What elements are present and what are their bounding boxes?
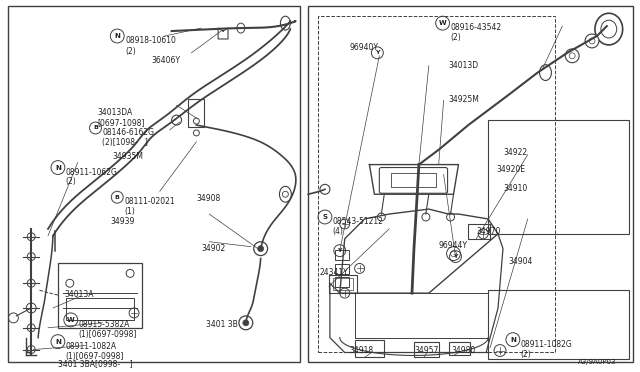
Bar xyxy=(414,341,438,357)
Text: N: N xyxy=(55,339,61,344)
Text: A3/9A0P03: A3/9A0P03 xyxy=(578,359,617,365)
Text: 3401 3B: 3401 3B xyxy=(206,320,238,329)
Circle shape xyxy=(28,346,35,353)
Circle shape xyxy=(253,242,268,256)
Text: 08918-10610: 08918-10610 xyxy=(125,36,176,45)
Text: 34980: 34980 xyxy=(452,346,476,355)
Text: 34970: 34970 xyxy=(476,227,500,236)
Text: 96944Y: 96944Y xyxy=(438,241,468,250)
Text: 08146-6162G: 08146-6162G xyxy=(102,128,154,137)
Text: (1)[0697-0998]: (1)[0697-0998] xyxy=(79,330,137,339)
Bar xyxy=(58,263,142,328)
Text: 34904: 34904 xyxy=(508,257,532,266)
Circle shape xyxy=(28,233,35,241)
Text: Y: Y xyxy=(337,248,342,253)
Text: 96940Y: 96940Y xyxy=(349,43,379,52)
Text: 34918: 34918 xyxy=(349,346,374,355)
Text: 24341Y: 24341Y xyxy=(320,269,349,278)
Text: W: W xyxy=(67,317,75,323)
Text: 36406Y: 36406Y xyxy=(152,56,181,65)
Text: B: B xyxy=(115,195,120,200)
Text: (2): (2) xyxy=(451,33,461,42)
Bar xyxy=(335,278,349,287)
Text: 08911-1082G: 08911-1082G xyxy=(521,340,573,349)
Text: 08911-1082A: 08911-1082A xyxy=(66,341,117,351)
Text: S: S xyxy=(323,214,328,220)
Text: Y: Y xyxy=(375,50,380,55)
Bar xyxy=(355,340,384,357)
Text: [0697-1098]: [0697-1098] xyxy=(97,118,145,127)
Text: (1): (1) xyxy=(124,207,135,216)
Text: 08111-02021: 08111-02021 xyxy=(124,197,175,206)
Text: 34920E: 34920E xyxy=(496,164,525,174)
Circle shape xyxy=(193,130,199,136)
Text: 08911-1062G: 08911-1062G xyxy=(66,167,118,177)
Bar xyxy=(8,6,300,362)
Text: 34935M: 34935M xyxy=(112,152,143,161)
Circle shape xyxy=(565,49,579,63)
Bar xyxy=(449,341,470,356)
Circle shape xyxy=(28,304,35,312)
Text: 08915-5382A: 08915-5382A xyxy=(79,320,130,329)
Bar xyxy=(335,250,349,260)
Circle shape xyxy=(378,213,385,221)
Text: N: N xyxy=(510,337,516,343)
Text: 34013DA: 34013DA xyxy=(97,108,132,117)
Text: 08916-43542: 08916-43542 xyxy=(451,23,502,32)
Circle shape xyxy=(447,213,454,221)
Bar xyxy=(318,16,556,353)
Bar xyxy=(188,99,204,127)
Circle shape xyxy=(172,115,182,125)
Text: N: N xyxy=(55,164,61,170)
Bar xyxy=(333,278,353,290)
Circle shape xyxy=(239,316,253,330)
Circle shape xyxy=(447,247,460,260)
Text: 34925M: 34925M xyxy=(449,95,479,105)
Bar xyxy=(335,264,349,275)
Text: 34902: 34902 xyxy=(202,244,225,253)
Circle shape xyxy=(258,246,264,251)
Bar xyxy=(66,298,134,320)
Bar xyxy=(308,6,632,362)
Text: (2): (2) xyxy=(125,47,136,56)
Text: 3401 3BA[0998-    ]: 3401 3BA[0998- ] xyxy=(58,359,132,368)
Text: (4): (4) xyxy=(333,227,344,236)
Circle shape xyxy=(320,185,330,194)
Circle shape xyxy=(422,213,430,221)
Text: (2): (2) xyxy=(521,350,532,359)
Text: 08543-51212: 08543-51212 xyxy=(333,217,384,226)
Text: B: B xyxy=(93,125,98,131)
Text: Y: Y xyxy=(453,254,458,259)
Circle shape xyxy=(26,303,36,313)
Circle shape xyxy=(28,279,35,287)
Circle shape xyxy=(585,34,599,48)
Bar xyxy=(468,224,490,239)
Bar xyxy=(488,290,628,359)
Bar xyxy=(329,275,356,293)
Text: 34910: 34910 xyxy=(503,185,527,193)
Text: 34957: 34957 xyxy=(414,346,438,355)
Text: (1)[0697-0998]: (1)[0697-0998] xyxy=(66,352,124,360)
Circle shape xyxy=(66,279,74,287)
Text: (2): (2) xyxy=(66,177,77,186)
Circle shape xyxy=(126,269,134,278)
Text: 34908: 34908 xyxy=(196,194,221,203)
Circle shape xyxy=(282,191,289,197)
Text: 34013D: 34013D xyxy=(449,61,479,70)
Text: 34922: 34922 xyxy=(503,148,527,157)
Circle shape xyxy=(193,118,199,124)
Text: 34939: 34939 xyxy=(110,217,134,226)
Circle shape xyxy=(28,324,35,332)
Circle shape xyxy=(243,320,249,326)
Bar xyxy=(488,120,628,234)
Bar xyxy=(391,173,436,187)
Text: 34013A: 34013A xyxy=(65,290,94,299)
Circle shape xyxy=(28,253,35,260)
Text: W: W xyxy=(439,20,447,26)
Text: (2)[1098-   ]: (2)[1098- ] xyxy=(102,138,148,147)
Text: N: N xyxy=(115,33,120,39)
